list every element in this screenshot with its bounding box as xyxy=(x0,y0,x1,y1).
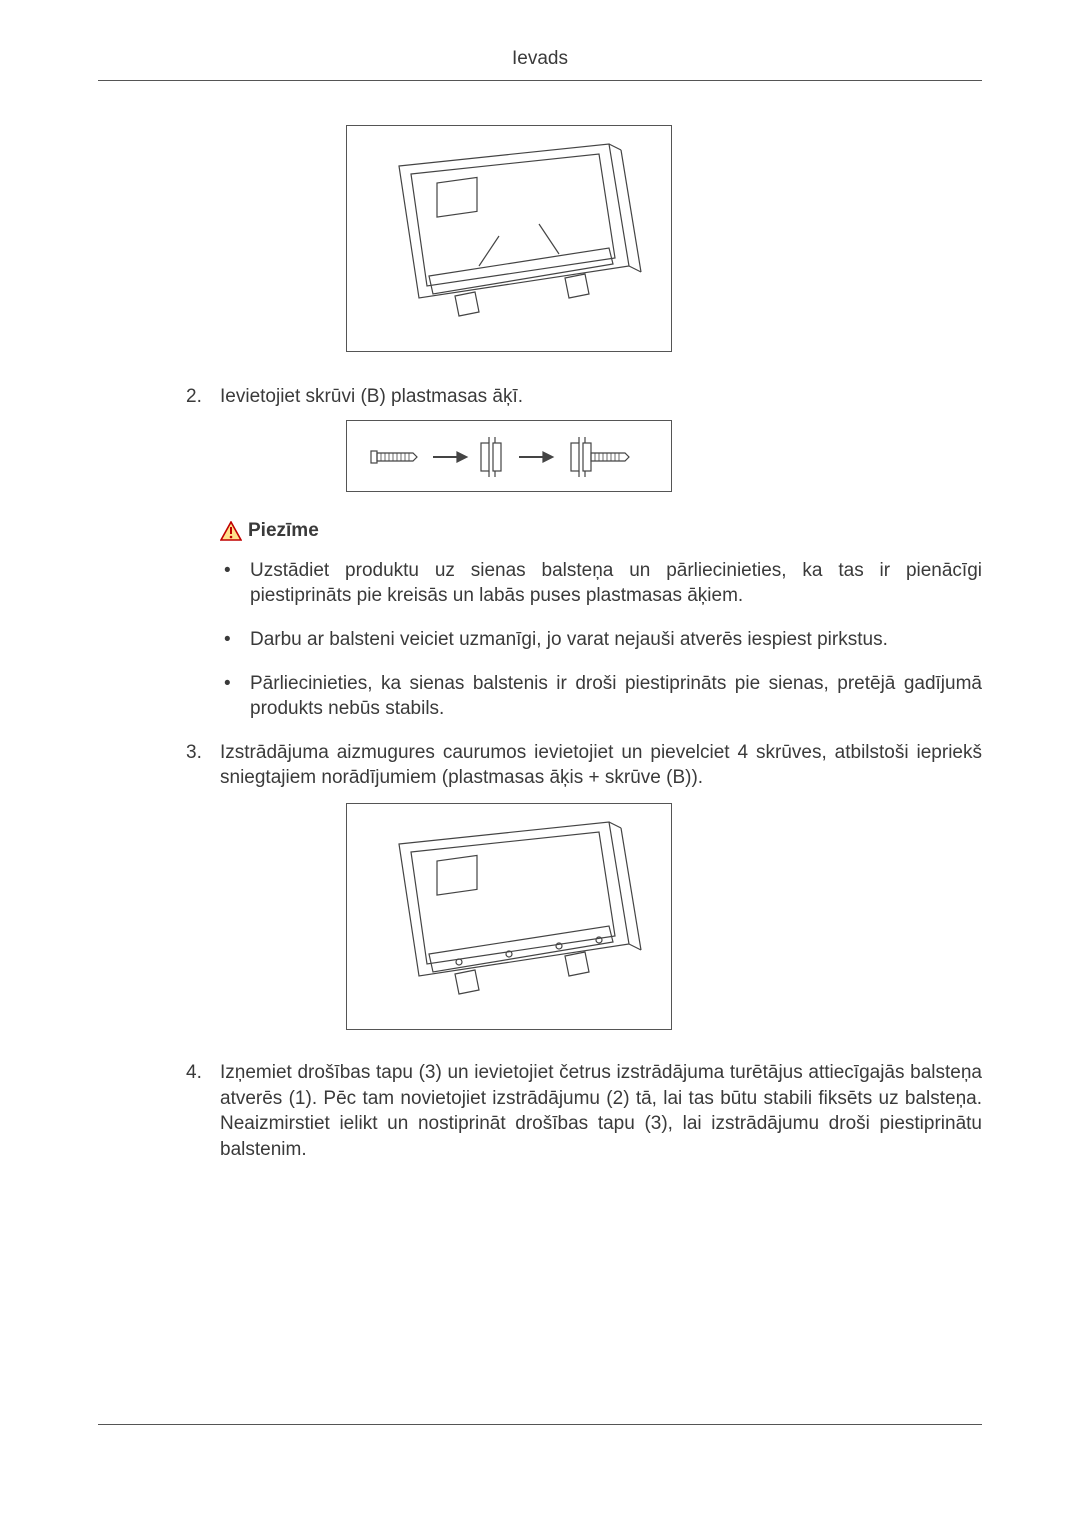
tv-diagram-icon xyxy=(359,136,659,341)
step-2: 2. Ievietojiet skrūvi (B) plastmasas āķī… xyxy=(186,384,982,410)
note-item: • Pārliecinieties, ka sienas balstenis i… xyxy=(220,671,982,722)
note-text: Pārliecinieties, ka sienas balstenis ir … xyxy=(250,671,982,722)
tv-diagram-icon xyxy=(359,814,659,1019)
step-list: 2. Ievietojiet skrūvi (B) plastmasas āķī… xyxy=(186,384,982,410)
note-label: Piezīme xyxy=(248,520,319,542)
note-bullet-list: • Uzstādiet produktu uz sienas balsteņa … xyxy=(220,558,982,722)
note-item: • Uzstādiet produktu uz sienas balsteņa … xyxy=(220,558,982,609)
step-3: 3. Izstrādājuma aizmugures caurumos ievi… xyxy=(186,740,982,791)
figure-tv-back-1 xyxy=(346,125,672,352)
step-4: 4. Izņemiet drošības tapu (3) un ievieto… xyxy=(186,1060,982,1163)
step-text: Ievietojiet skrūvi (B) plastmasas āķī. xyxy=(220,384,982,410)
step-text: Izņemiet drošības tapu (3) un ievietojie… xyxy=(220,1060,982,1163)
note-text: Darbu ar balsteni veiciet uzmanīgi, jo v… xyxy=(250,627,982,653)
page-header-title: Ievads xyxy=(98,48,982,78)
step-list: 3. Izstrādājuma aizmugures caurumos ievi… xyxy=(186,740,982,791)
page: Ievads xyxy=(0,0,1080,1527)
bullet-dot: • xyxy=(220,671,250,722)
figure-screw-assembly xyxy=(346,420,672,492)
header-rule xyxy=(98,80,982,81)
content-area: 2. Ievietojiet skrūvi (B) plastmasas āķī… xyxy=(98,125,982,1163)
note-heading: Piezīme xyxy=(220,520,982,542)
screw-assembly-icon xyxy=(359,429,659,483)
warning-icon xyxy=(220,521,242,541)
figure-tv-back-2 xyxy=(346,803,672,1030)
bullet-dot: • xyxy=(220,627,250,653)
footer-rule xyxy=(98,1424,982,1425)
step-number: 3. xyxy=(186,740,220,791)
bullet-dot: • xyxy=(220,558,250,609)
note-item: • Darbu ar balsteni veiciet uzmanīgi, jo… xyxy=(220,627,982,653)
step-number: 4. xyxy=(186,1060,220,1163)
step-text: Izstrādājuma aizmugures caurumos ievieto… xyxy=(220,740,982,791)
step-number: 2. xyxy=(186,384,220,410)
note-text: Uzstādiet produktu uz sienas balsteņa un… xyxy=(250,558,982,609)
step-list: 4. Izņemiet drošības tapu (3) un ievieto… xyxy=(186,1060,982,1163)
note-block: Piezīme • Uzstādiet produktu uz sienas b… xyxy=(220,520,982,722)
